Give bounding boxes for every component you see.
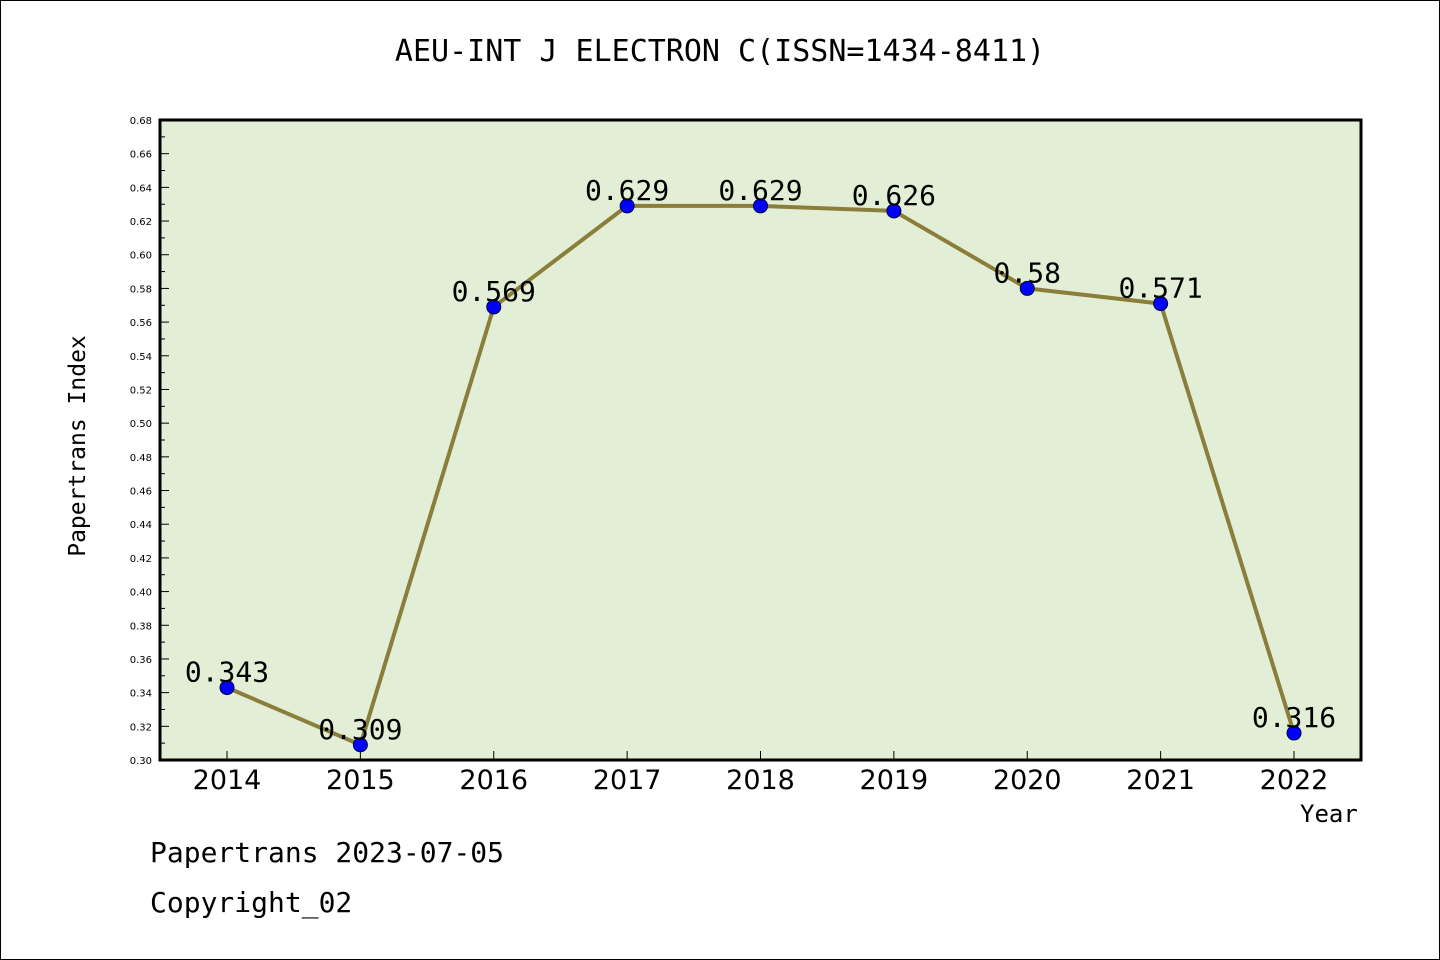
y-tick-label: 0.36 bbox=[130, 655, 152, 666]
data-point bbox=[1019, 280, 1035, 296]
y-tick-label: 0.56 bbox=[130, 318, 152, 329]
footer-date: Papertrans 2023-07-05 bbox=[150, 836, 505, 869]
plot-border bbox=[158, 118, 1363, 762]
data-label: 0.58 bbox=[994, 256, 1061, 289]
plot-area bbox=[160, 120, 1361, 760]
y-tick-label: 0.66 bbox=[130, 150, 152, 161]
data-label: 0.626 bbox=[852, 179, 936, 212]
x-tick-label: 2018 bbox=[726, 765, 795, 796]
y-tick-label: 0.46 bbox=[130, 487, 152, 498]
x-tick-label: 2019 bbox=[860, 765, 929, 796]
y-tick-label: 0.50 bbox=[130, 419, 152, 430]
y-axis-label: Papertrans Index bbox=[65, 335, 91, 557]
y-tick-label: 0.68 bbox=[130, 116, 152, 127]
x-tick-label: 2017 bbox=[593, 765, 662, 796]
data-label: 0.343 bbox=[185, 656, 269, 689]
data-point bbox=[619, 198, 635, 214]
y-tick-label: 0.38 bbox=[130, 621, 152, 632]
y-tick-label: 0.44 bbox=[130, 520, 152, 531]
data-label: 0.309 bbox=[318, 713, 402, 746]
x-tick-label: 2014 bbox=[193, 765, 262, 796]
data-point bbox=[219, 680, 235, 696]
x-tick-label: 2022 bbox=[1260, 765, 1329, 796]
x-tick-label: 2015 bbox=[326, 765, 395, 796]
data-label: 0.629 bbox=[585, 174, 669, 207]
data-label: 0.316 bbox=[1252, 701, 1336, 734]
y-tick-label: 0.60 bbox=[130, 251, 152, 262]
x-axis-label: Year bbox=[1300, 800, 1358, 828]
data-point bbox=[753, 198, 768, 214]
data-label: 0.571 bbox=[1118, 272, 1202, 305]
x-tick-label: 2016 bbox=[459, 765, 528, 796]
y-tick-label: 0.58 bbox=[130, 284, 152, 295]
data-point bbox=[352, 737, 368, 753]
data-point bbox=[886, 203, 902, 219]
x-tick-label: 2020 bbox=[993, 765, 1062, 796]
data-point bbox=[1153, 296, 1169, 312]
y-tick-label: 0.62 bbox=[130, 217, 152, 228]
y-tick-label: 0.30 bbox=[130, 756, 152, 767]
y-tick-label: 0.32 bbox=[130, 722, 152, 733]
footer-copyright: Copyright_02 bbox=[150, 886, 353, 919]
chart-title: AEU-INT J ELECTRON C(ISSN=1434-8411) bbox=[394, 34, 1046, 69]
x-tick-label: 2021 bbox=[1126, 765, 1195, 796]
y-tick-label: 0.48 bbox=[130, 453, 152, 464]
data-point bbox=[1286, 725, 1302, 741]
data-label: 0.569 bbox=[452, 275, 536, 308]
data-point bbox=[486, 299, 502, 315]
y-tick-label: 0.54 bbox=[130, 352, 152, 363]
y-tick-label: 0.52 bbox=[130, 385, 152, 396]
y-tick-label: 0.42 bbox=[130, 554, 152, 565]
y-tick-label: 0.64 bbox=[130, 183, 152, 194]
y-tick-label: 0.40 bbox=[130, 588, 152, 599]
data-label: 0.629 bbox=[718, 174, 802, 207]
y-tick-label: 0.34 bbox=[130, 689, 152, 700]
